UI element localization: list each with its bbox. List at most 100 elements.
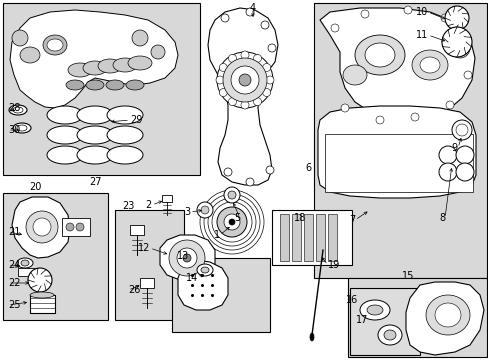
Ellipse shape	[411, 50, 447, 80]
Ellipse shape	[360, 10, 368, 18]
Ellipse shape	[261, 21, 268, 29]
Ellipse shape	[221, 14, 228, 22]
Ellipse shape	[455, 163, 473, 181]
Ellipse shape	[265, 166, 273, 174]
Ellipse shape	[107, 106, 142, 124]
Bar	[280, 214, 288, 261]
Ellipse shape	[241, 101, 248, 109]
Ellipse shape	[241, 51, 248, 59]
Ellipse shape	[463, 71, 471, 79]
Ellipse shape	[216, 76, 224, 84]
Text: 28: 28	[8, 103, 20, 113]
Ellipse shape	[86, 80, 104, 90]
Ellipse shape	[265, 76, 273, 84]
Ellipse shape	[455, 124, 467, 136]
Bar	[162, 195, 172, 202]
Text: 4: 4	[249, 3, 256, 13]
Text: 9: 9	[451, 143, 457, 153]
Ellipse shape	[201, 206, 208, 214]
Ellipse shape	[217, 52, 272, 108]
Ellipse shape	[245, 8, 253, 16]
Ellipse shape	[183, 254, 191, 262]
Polygon shape	[405, 282, 483, 355]
Ellipse shape	[228, 219, 235, 225]
Ellipse shape	[47, 146, 83, 164]
Ellipse shape	[438, 163, 456, 181]
Ellipse shape	[77, 146, 113, 164]
Bar	[347, 278, 486, 357]
Polygon shape	[207, 8, 278, 185]
Ellipse shape	[107, 126, 142, 144]
Ellipse shape	[98, 59, 122, 73]
Ellipse shape	[262, 89, 270, 96]
Ellipse shape	[441, 27, 471, 57]
Ellipse shape	[68, 63, 92, 77]
Text: 15: 15	[401, 271, 413, 281]
Ellipse shape	[76, 223, 84, 231]
Bar	[327, 214, 336, 261]
Ellipse shape	[113, 58, 137, 72]
Ellipse shape	[107, 146, 142, 164]
Ellipse shape	[207, 198, 256, 246]
Ellipse shape	[245, 178, 253, 186]
Bar	[313, 3, 486, 278]
Ellipse shape	[169, 240, 204, 276]
Bar	[304, 214, 312, 261]
Bar	[130, 225, 143, 235]
Ellipse shape	[239, 74, 250, 86]
Ellipse shape	[228, 54, 236, 62]
Ellipse shape	[13, 107, 23, 113]
Ellipse shape	[330, 24, 338, 32]
Ellipse shape	[354, 35, 404, 75]
Ellipse shape	[47, 39, 63, 51]
Text: 30: 30	[8, 125, 20, 135]
Ellipse shape	[410, 113, 418, 121]
Ellipse shape	[126, 80, 143, 90]
Ellipse shape	[425, 295, 469, 335]
Ellipse shape	[267, 44, 275, 52]
Ellipse shape	[224, 187, 240, 203]
Text: 18: 18	[293, 213, 305, 223]
Ellipse shape	[403, 6, 411, 14]
Ellipse shape	[364, 43, 394, 67]
Ellipse shape	[366, 305, 382, 315]
Ellipse shape	[377, 325, 401, 345]
Ellipse shape	[455, 146, 473, 164]
Ellipse shape	[340, 104, 348, 112]
Ellipse shape	[227, 191, 236, 199]
Ellipse shape	[434, 303, 460, 327]
Bar	[3, 3, 200, 175]
Ellipse shape	[201, 267, 208, 273]
Ellipse shape	[47, 106, 83, 124]
Ellipse shape	[26, 211, 58, 243]
Ellipse shape	[197, 264, 213, 276]
Ellipse shape	[77, 106, 113, 124]
Text: 25: 25	[8, 300, 20, 310]
Bar	[172, 258, 269, 332]
Ellipse shape	[13, 123, 31, 133]
Ellipse shape	[47, 126, 83, 144]
Ellipse shape	[132, 30, 148, 46]
Polygon shape	[160, 235, 215, 280]
Ellipse shape	[451, 120, 471, 140]
Ellipse shape	[21, 260, 29, 266]
Text: 6: 6	[305, 163, 310, 173]
Ellipse shape	[444, 6, 468, 30]
Ellipse shape	[83, 61, 107, 75]
Ellipse shape	[197, 202, 213, 218]
Text: 10: 10	[415, 7, 427, 17]
Ellipse shape	[177, 248, 197, 268]
Text: 27: 27	[88, 177, 101, 187]
Ellipse shape	[17, 125, 27, 131]
Bar	[3, 193, 108, 320]
Polygon shape	[317, 106, 475, 198]
Ellipse shape	[419, 57, 439, 73]
Ellipse shape	[20, 47, 40, 63]
Ellipse shape	[219, 89, 227, 96]
Ellipse shape	[383, 330, 395, 340]
Ellipse shape	[375, 116, 383, 124]
Ellipse shape	[228, 98, 236, 105]
Ellipse shape	[253, 54, 261, 62]
Text: 29: 29	[130, 115, 142, 125]
Ellipse shape	[28, 268, 52, 292]
